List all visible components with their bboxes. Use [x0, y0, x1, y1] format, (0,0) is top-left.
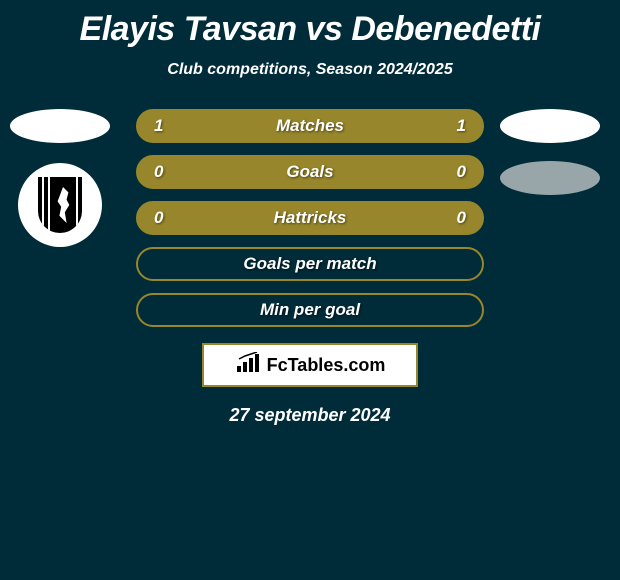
date-text: 27 september 2024: [0, 405, 620, 426]
stats-wrapper: 1 Matches 1 0 Goals 0 0 Hattricks 0 Goal…: [0, 109, 620, 426]
stat-label: Hattricks: [274, 208, 347, 228]
stat-row-goals: 0 Goals 0: [136, 155, 484, 189]
club-badge-left: [18, 163, 102, 247]
stat-label: Goals: [286, 162, 333, 182]
stat-left-value: 1: [154, 116, 163, 136]
player-left-badges: [10, 109, 110, 247]
branding-box: FcTables.com: [202, 343, 418, 387]
page-title: Elayis Tavsan vs Debenedetti: [0, 10, 620, 49]
stat-right-value: 0: [457, 162, 466, 182]
stat-left-value: 0: [154, 162, 163, 182]
chart-icon: [235, 352, 263, 379]
stat-left-value: 0: [154, 208, 163, 228]
stat-right-value: 0: [457, 208, 466, 228]
stat-row-hattricks: 0 Hattricks 0: [136, 201, 484, 235]
player-right-badges: [500, 109, 600, 195]
stat-row-goals-per-match: Goals per match: [136, 247, 484, 281]
stat-label: Goals per match: [243, 254, 376, 274]
stat-row-min-per-goal: Min per goal: [136, 293, 484, 327]
stat-label: Min per goal: [260, 300, 360, 320]
main-container: Elayis Tavsan vs Debenedetti Club compet…: [0, 0, 620, 426]
stat-row-matches: 1 Matches 1: [136, 109, 484, 143]
stats-list: 1 Matches 1 0 Goals 0 0 Hattricks 0 Goal…: [136, 109, 484, 327]
player-left-oval: [10, 109, 110, 143]
subtitle: Club competitions, Season 2024/2025: [0, 61, 620, 79]
player-right-oval: [500, 109, 600, 143]
branding-text: FcTables.com: [267, 355, 386, 376]
stat-right-value: 1: [457, 116, 466, 136]
club-right-oval: [500, 161, 600, 195]
club-crest-icon: [38, 177, 82, 233]
stat-label: Matches: [276, 116, 344, 136]
